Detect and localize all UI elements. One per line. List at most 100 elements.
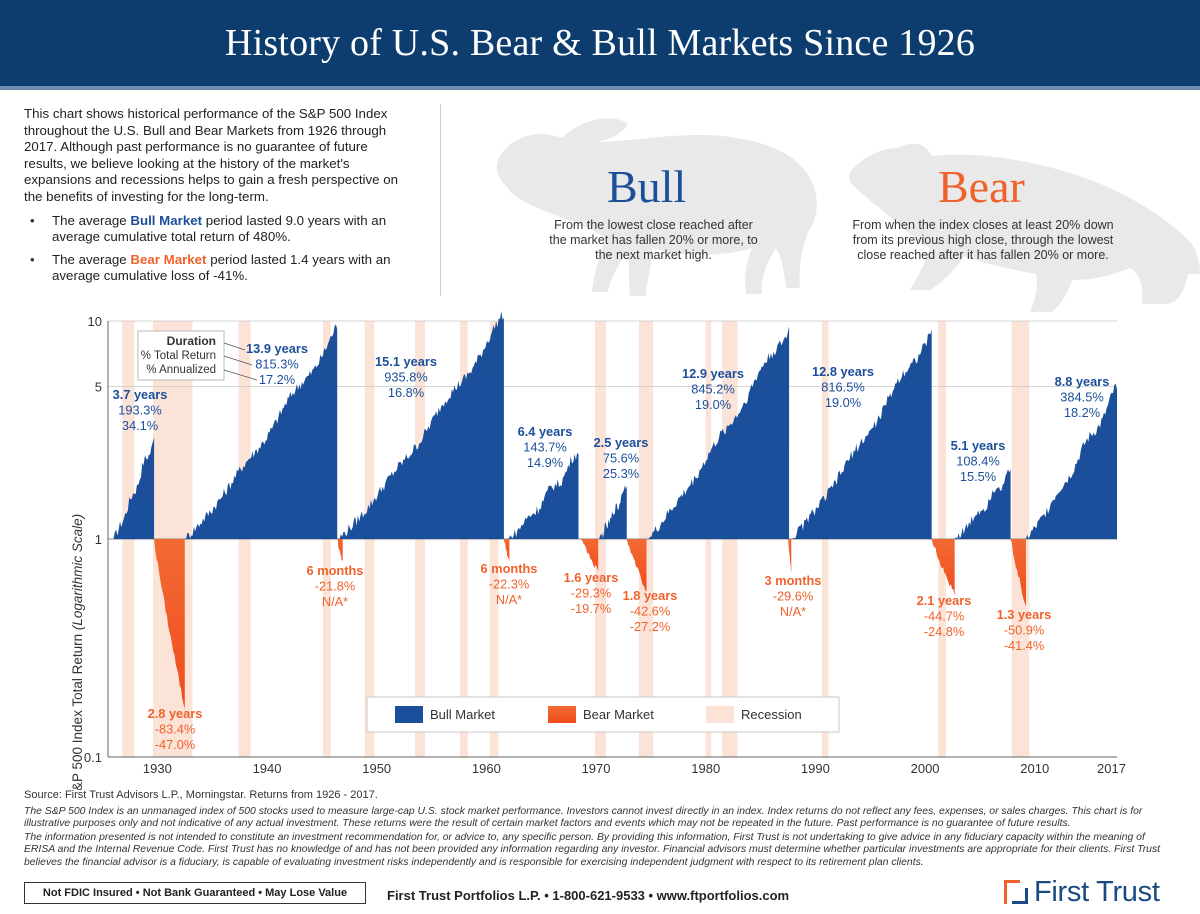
first-trust-logo: First Trust bbox=[1004, 876, 1160, 908]
bear-label-annualized: -24.8% bbox=[924, 624, 965, 639]
bull-label-annualized: 18.2% bbox=[1064, 405, 1100, 420]
bear-label-duration: 1.6 years bbox=[564, 570, 619, 585]
bull-market-area bbox=[599, 485, 627, 539]
bull-bear-chart: 10 5 1 0.1 1930 1940 1950 1960 1970 1980 1990 2000 2… bbox=[70, 311, 1126, 800]
bear-label-annualized: N/A* bbox=[322, 594, 348, 609]
bear-label-annualized: -27.2% bbox=[630, 619, 671, 634]
bull-label-total-return: 193.3% bbox=[118, 403, 161, 418]
bull-label-duration: 3.7 years bbox=[113, 387, 168, 402]
bear-label-total-return: -42.6% bbox=[630, 604, 671, 619]
bear-label-total-return: -50.9% bbox=[1004, 623, 1045, 638]
bull-market-area bbox=[184, 324, 338, 539]
x-tick-label: 2010 bbox=[1020, 761, 1049, 776]
bull-label-total-return: 384.5% bbox=[1060, 390, 1103, 405]
bull-market-keyword: Bull Market bbox=[130, 212, 203, 228]
intro-bullets: The average Bull Market period lasted 9.… bbox=[24, 213, 409, 285]
bear-definition: From when the index closes at least 20% … bbox=[852, 218, 1114, 262]
y-tick-label: 5 bbox=[95, 380, 102, 395]
bear-label-total-return: -44.7% bbox=[924, 609, 965, 624]
bull-market-area bbox=[113, 437, 155, 539]
bull-label-annualized: 34.1% bbox=[122, 418, 158, 433]
bull-label-duration: 8.8 years bbox=[1055, 374, 1110, 389]
bull-label-total-return: 108.4% bbox=[956, 454, 999, 469]
chart-area: 10 5 1 0.1 1930 1940 1950 1960 1970 1980 1990 2000 2… bbox=[0, 300, 1200, 800]
bear-market-area bbox=[337, 539, 343, 563]
legend-bear-label: Bear Market bbox=[583, 707, 654, 722]
bear-label-annualized: -41.4% bbox=[1004, 638, 1045, 653]
bear-label-duration: 1.8 years bbox=[623, 588, 678, 603]
legend-bull-label: Bull Market bbox=[430, 707, 495, 722]
x-tick-label: 1990 bbox=[801, 761, 830, 776]
bull-market-area bbox=[647, 326, 790, 539]
legend-box bbox=[366, 696, 840, 733]
bull-definition: From the lowest close reached after the … bbox=[549, 218, 758, 262]
bear-silhouette-icon bbox=[849, 143, 1200, 312]
bull-label-duration: 6.4 years bbox=[518, 424, 573, 439]
bear-label-annualized: N/A* bbox=[496, 592, 522, 607]
bull-label-duration: 12.8 years bbox=[812, 364, 874, 379]
x-tick-label: 1970 bbox=[582, 761, 611, 776]
disclaimer-index: The S&P 500 Index is an unmanaged index … bbox=[24, 806, 1143, 830]
bear-market-area bbox=[931, 539, 955, 596]
bull-label-duration: 2.5 years bbox=[594, 435, 649, 450]
bear-label-total-return: -29.6% bbox=[773, 589, 814, 604]
bear-label-duration: 2.1 years bbox=[917, 593, 972, 608]
bull-market-area bbox=[954, 469, 1011, 539]
bear-label-total-return: -21.8% bbox=[315, 579, 356, 594]
bear-market-keyword: Bear Market bbox=[130, 251, 207, 267]
bear-label-annualized: -47.0% bbox=[155, 737, 196, 752]
bear-market-area bbox=[154, 539, 185, 709]
bull-label-duration: 5.1 years bbox=[951, 438, 1006, 453]
bull-label-total-return: 75.6% bbox=[603, 451, 639, 466]
bullet-bull-average: The average Bull Market period lasted 9.… bbox=[24, 213, 409, 246]
x-tick-label: 2017 bbox=[1097, 761, 1126, 776]
bull-label-duration: 13.9 years bbox=[246, 341, 308, 356]
bull-bear-art: Bull From the lowest close reached after… bbox=[470, 98, 1200, 313]
x-tick-label: 1950 bbox=[362, 761, 391, 776]
source-note: Source: First Trust Advisors L.P., Morni… bbox=[24, 789, 378, 801]
svg-text:S&P 500 Index Total Return (Lo: S&P 500 Index Total Return (Logarithmic … bbox=[70, 514, 85, 790]
bull-label-total-return: 815.3% bbox=[255, 357, 298, 372]
bear-label-annualized: N/A* bbox=[780, 604, 806, 619]
disclaimer-advice: The information presented is not intende… bbox=[24, 832, 1161, 868]
first-trust-logo-icon bbox=[1004, 880, 1028, 904]
bull-label-annualized: 16.8% bbox=[388, 385, 424, 400]
x-tick-label: 1980 bbox=[691, 761, 720, 776]
fdic-notice: Not FDIC Insured • Not Bank Guaranteed •… bbox=[24, 882, 366, 904]
chart-y-axis-title: S&P 500 Index Total Return (Logarithmic … bbox=[70, 514, 85, 800]
duration-key-line3: % Annualized bbox=[146, 364, 216, 376]
bear-label-total-return: -29.3% bbox=[571, 586, 612, 601]
bullet-bear-average: The average Bear Market period lasted 1.… bbox=[24, 252, 409, 285]
x-tick-label: 1940 bbox=[253, 761, 282, 776]
page-title: History of U.S. Bear & Bull Markets Sinc… bbox=[224, 22, 976, 64]
bull-label-annualized: 19.0% bbox=[695, 397, 731, 412]
bull-market-area bbox=[338, 311, 504, 539]
bear-label-total-return: -83.4% bbox=[155, 722, 196, 737]
bear-label-duration: 2.8 years bbox=[148, 706, 203, 721]
bull-label-annualized: 15.5% bbox=[960, 469, 996, 484]
legend-recession-label: Recession bbox=[741, 707, 802, 722]
contact-line: First Trust Portfolios L.P. • 1-800-621-… bbox=[387, 888, 790, 903]
bull-bear-silhouettes bbox=[496, 118, 1200, 312]
bull-market-area bbox=[1025, 383, 1117, 539]
bull-label-annualized: 14.9% bbox=[527, 455, 563, 470]
x-tick-label: 1960 bbox=[472, 761, 501, 776]
bull-label-total-return: 816.5% bbox=[821, 380, 864, 395]
legend-recession-swatch bbox=[706, 706, 734, 723]
bear-label-duration: 3 months bbox=[765, 573, 822, 588]
y-tick-label: 0.1 bbox=[84, 750, 102, 765]
bear-label-duration: 6 months bbox=[481, 561, 538, 576]
bull-label-annualized: 19.0% bbox=[825, 395, 861, 410]
bull-label-annualized: 25.3% bbox=[603, 466, 639, 481]
intro-paragraph: This chart shows historical performance … bbox=[24, 106, 399, 204]
y-tick-label: 1 bbox=[95, 532, 102, 547]
duration-key-line2: % Total Return bbox=[141, 350, 216, 362]
section-divider bbox=[440, 104, 441, 296]
bull-title: Bull bbox=[607, 161, 687, 212]
bull-label-duration: 12.9 years bbox=[682, 366, 744, 381]
bear-label-duration: 6 months bbox=[307, 563, 364, 578]
legend-bear-swatch bbox=[548, 706, 576, 723]
bull-label-duration: 15.1 years bbox=[375, 354, 437, 369]
duration-key: Duration % Total Return % Annualized bbox=[137, 330, 258, 381]
bear-market-area bbox=[503, 539, 510, 563]
